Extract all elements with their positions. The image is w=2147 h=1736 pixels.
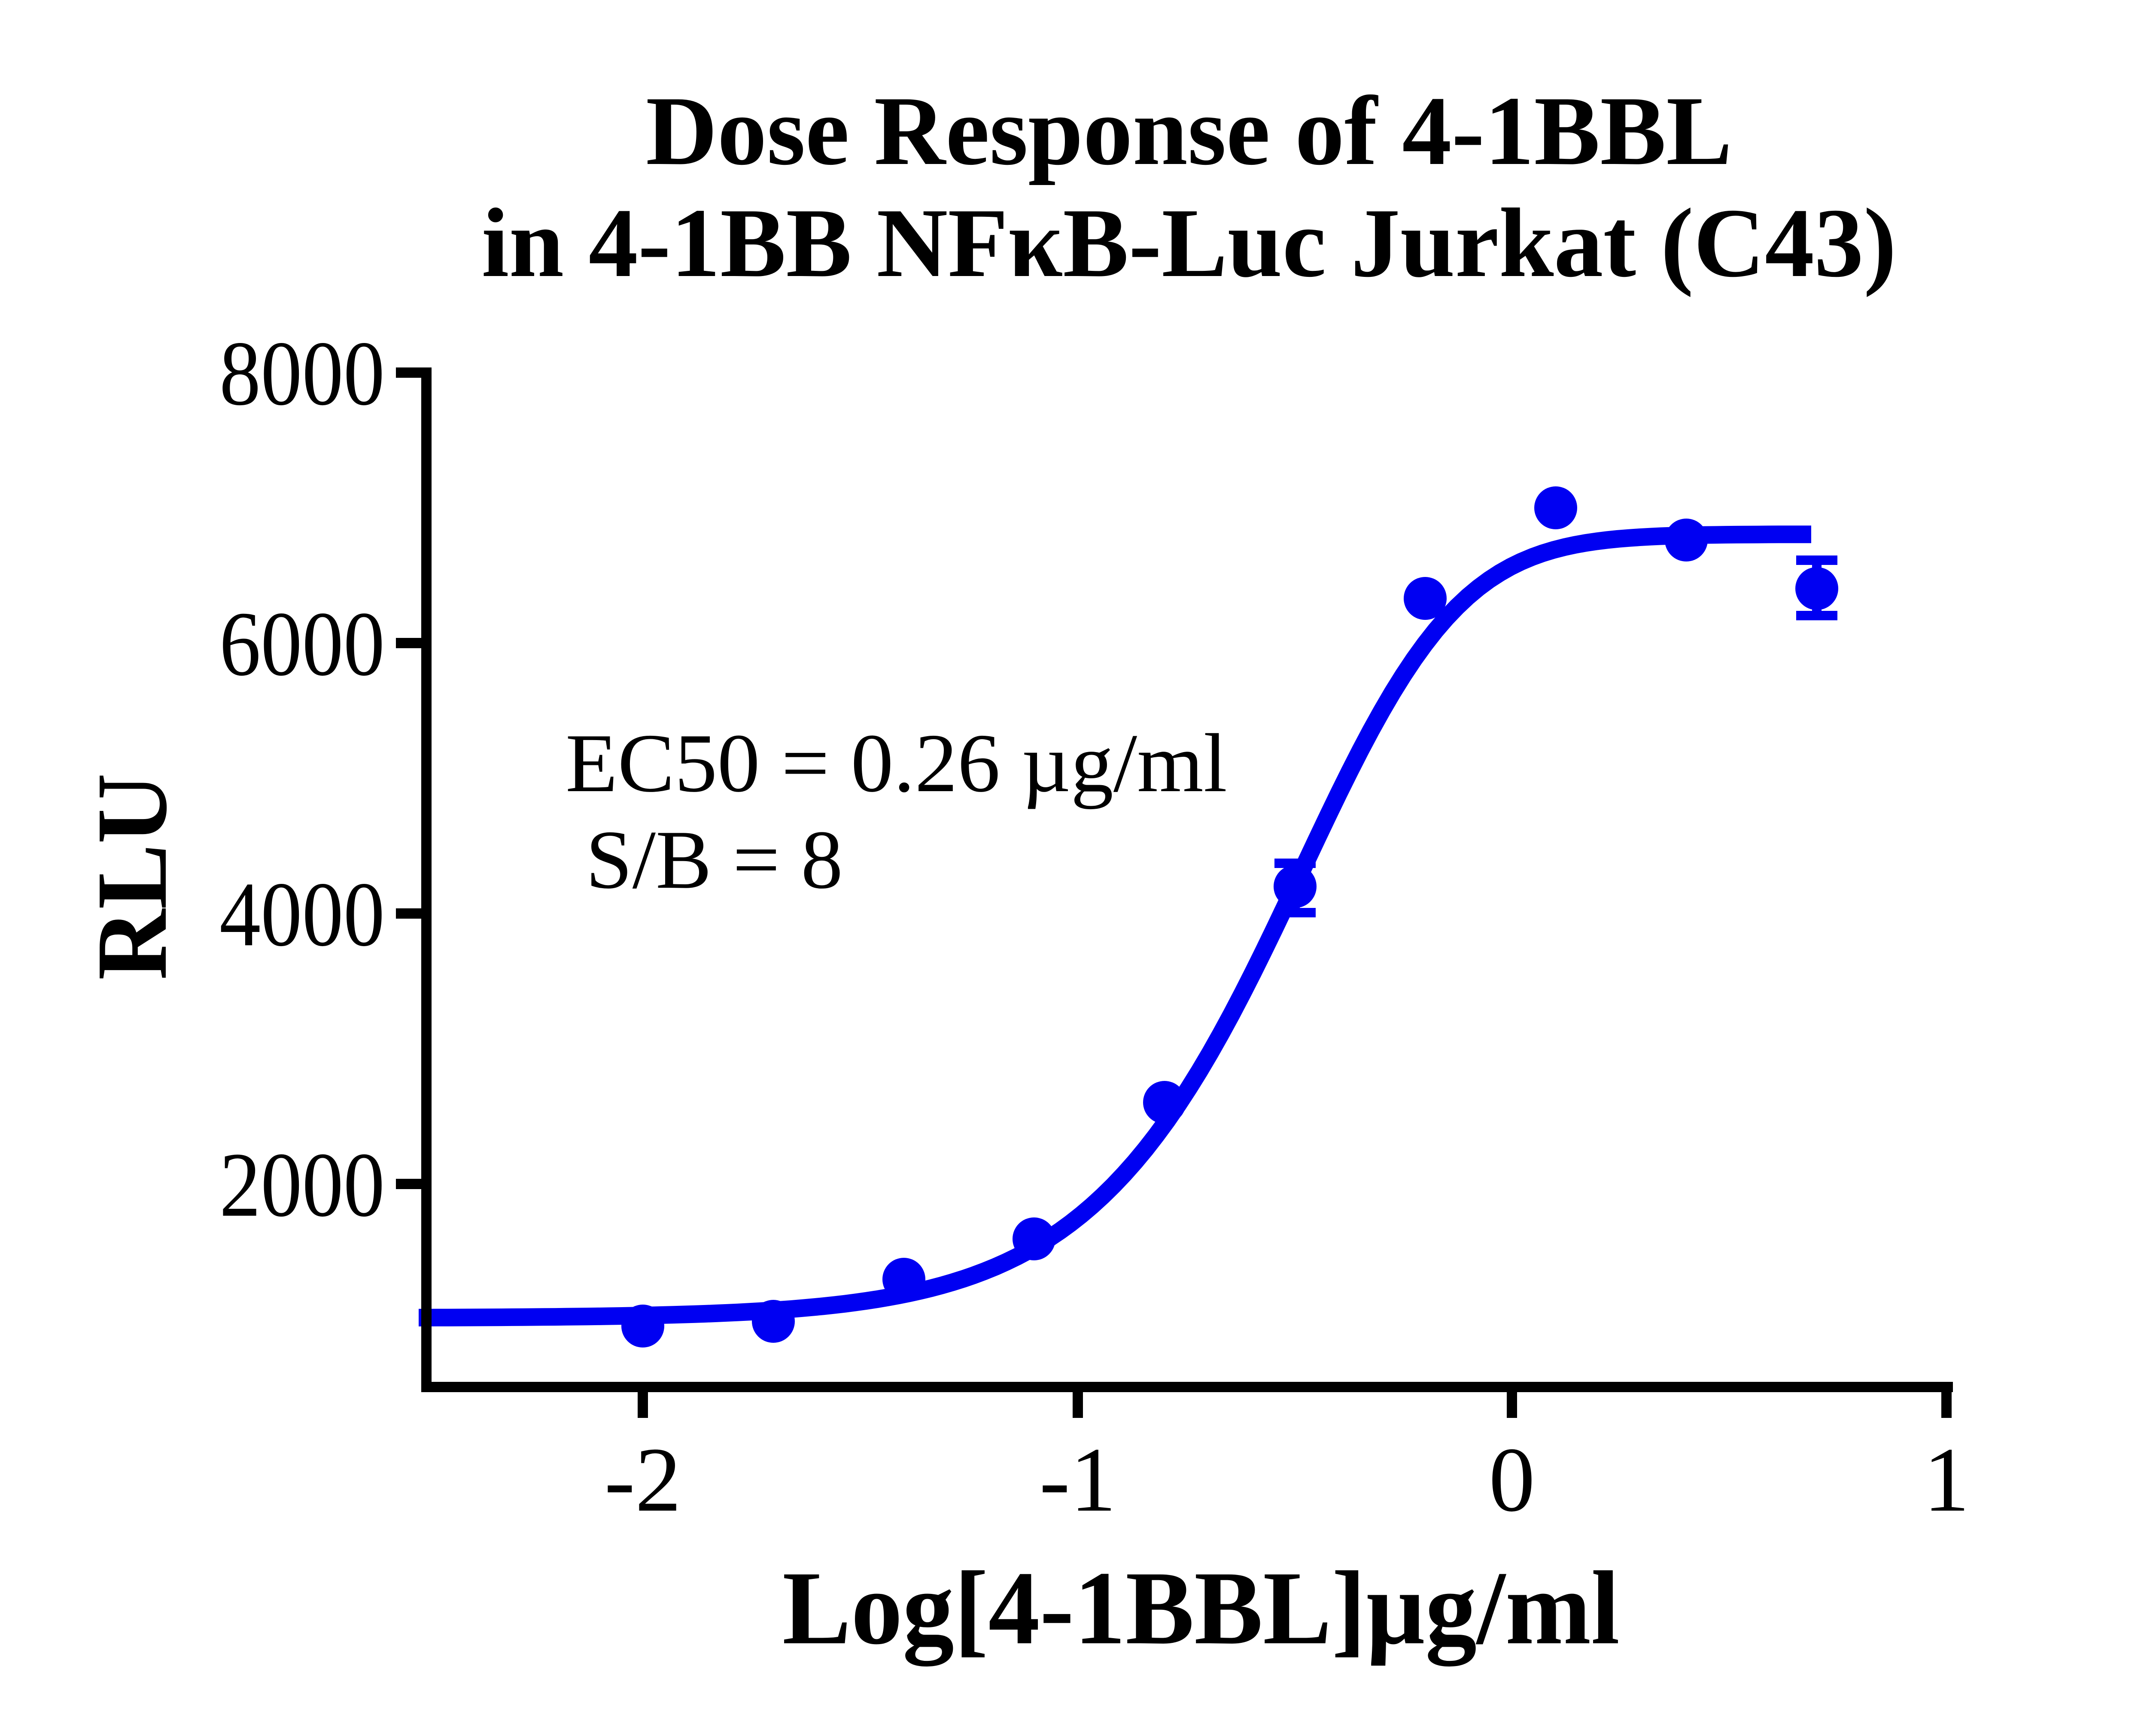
svg-text:-1: -1	[1039, 1428, 1116, 1531]
svg-text:in 4-1BB NFκB-Luc Jurkat (C43): in 4-1BB NFκB-Luc Jurkat (C43)	[482, 188, 1897, 297]
svg-text:Dose Response of 4-1BBL: Dose Response of 4-1BBL	[646, 76, 1732, 185]
svg-text:EC50 = 0.26 µg/ml: EC50 = 0.26 µg/ml	[566, 717, 1227, 810]
svg-text:-2: -2	[604, 1428, 681, 1531]
svg-text:6000: 6000	[219, 592, 385, 695]
svg-text:8000: 8000	[219, 322, 385, 425]
svg-text:1: 1	[1923, 1428, 1970, 1531]
svg-text:2000: 2000	[219, 1133, 385, 1236]
svg-text:0: 0	[1489, 1428, 1535, 1531]
svg-text:Log[4-1BBL]µg/ml: Log[4-1BBL]µg/ml	[782, 1550, 1620, 1666]
svg-text:S/B = 8: S/B = 8	[586, 813, 843, 906]
svg-text:RLU: RLU	[76, 773, 188, 980]
svg-text:4000: 4000	[219, 863, 385, 965]
